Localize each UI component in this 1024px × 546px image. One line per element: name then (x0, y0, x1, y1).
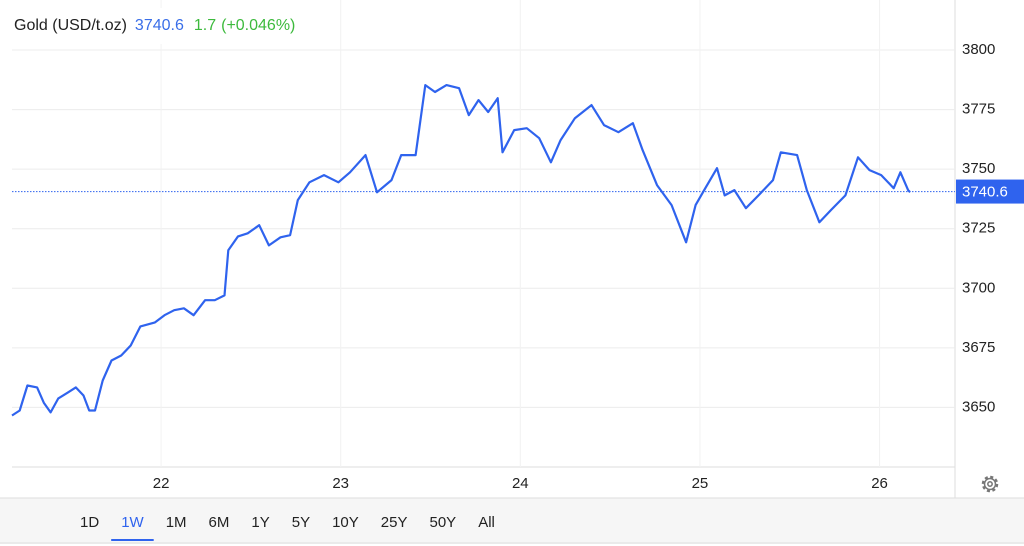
x-tick-label: 26 (871, 475, 888, 492)
y-tick-label: 3675 (962, 339, 995, 356)
x-tick-label: 25 (692, 475, 709, 492)
range-button[interactable]: 25Y (381, 514, 408, 531)
y-tick-label: 3700 (962, 279, 995, 296)
x-tick-label: 23 (332, 475, 349, 492)
change-percent: (+0.046%) (221, 17, 295, 34)
y-tick-label: 3650 (962, 398, 995, 415)
y-tick-label: 3800 (962, 41, 995, 58)
x-tick-label: 22 (153, 475, 170, 492)
range-button[interactable]: 6M (209, 514, 230, 531)
range-button[interactable]: 1W (121, 514, 144, 531)
y-tick-label: 3725 (962, 220, 995, 237)
price: 3740.6 (135, 17, 184, 34)
y-tick-label: 3750 (962, 160, 995, 177)
range-button[interactable]: 50Y (430, 514, 457, 531)
range-bar (0, 498, 1024, 544)
header-bg (0, 8, 340, 44)
change: 1.7 (194, 17, 216, 34)
range-button[interactable]: 10Y (332, 514, 359, 531)
last-price-label: 3740.6 (962, 184, 1008, 201)
y-tick-label: 3775 (962, 101, 995, 118)
chart-title: Gold (USD/t.oz) (14, 17, 127, 34)
range-button[interactable]: 1Y (251, 514, 269, 531)
range-button[interactable]: All (478, 514, 495, 531)
range-button[interactable]: 1D (80, 514, 99, 531)
range-button[interactable]: 5Y (292, 514, 310, 531)
price-line (11, 84, 911, 417)
range-button[interactable]: 1M (166, 514, 187, 531)
x-tick-label: 24 (512, 475, 529, 492)
last-price-tag (956, 179, 1024, 204)
settings-icon[interactable] (981, 475, 999, 493)
